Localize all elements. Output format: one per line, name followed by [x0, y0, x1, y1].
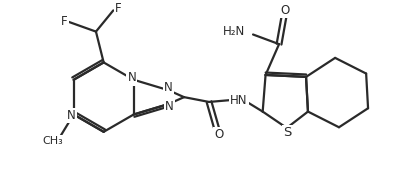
Text: O: O [279, 4, 289, 17]
Text: N: N [127, 71, 136, 84]
Text: N: N [164, 100, 173, 113]
Text: CH₃: CH₃ [42, 137, 63, 146]
Text: N: N [164, 81, 172, 94]
Text: F: F [61, 16, 67, 28]
Text: F: F [115, 2, 121, 15]
Text: H₂N: H₂N [223, 25, 245, 38]
Text: S: S [283, 126, 291, 139]
Text: HN: HN [230, 94, 247, 107]
Text: O: O [214, 128, 223, 141]
Text: N: N [67, 109, 76, 122]
